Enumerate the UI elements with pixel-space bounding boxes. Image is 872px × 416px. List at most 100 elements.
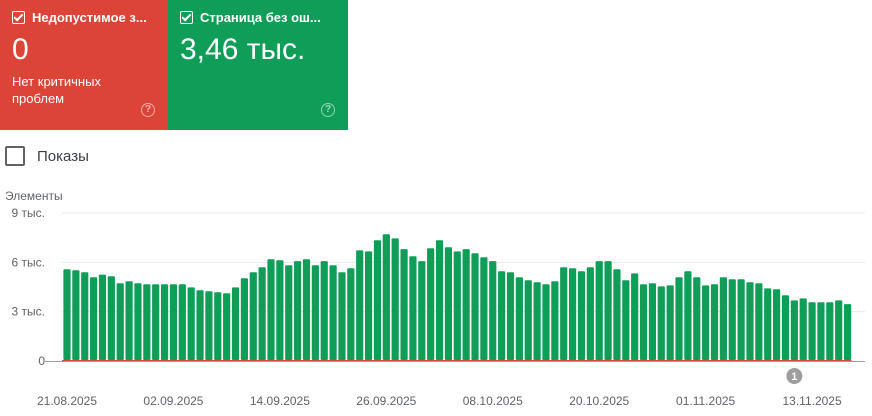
- bar: [347, 268, 355, 360]
- bar: [551, 281, 559, 360]
- card-label: Страница без ош...: [200, 10, 321, 25]
- bar: [231, 287, 240, 360]
- bar: [728, 279, 736, 360]
- bar: [435, 240, 444, 360]
- valid-items-card[interactable]: Страница без ош... 3,46 тыс. ?: [168, 0, 348, 130]
- bar: [187, 287, 195, 360]
- checkbox-checked-icon[interactable]: [12, 11, 25, 24]
- card-label: Недопустимое з...: [32, 10, 147, 25]
- bar: [657, 286, 665, 360]
- impressions-toggle[interactable]: Показы: [5, 146, 89, 166]
- bar: [267, 259, 275, 360]
- bar: [542, 284, 550, 360]
- bar: [196, 290, 204, 360]
- bar: [391, 238, 399, 360]
- card-subtitle: Нет критичных проблем: [12, 74, 101, 106]
- bar: [90, 277, 98, 360]
- bar: [152, 284, 160, 360]
- x-tick-label: 13.11.2025: [782, 394, 841, 408]
- impressions-label: Показы: [37, 147, 89, 165]
- annotation-marker: [786, 368, 803, 384]
- x-tick-label: 21.08.2025: [37, 394, 97, 408]
- bar: [356, 250, 364, 360]
- bar: [710, 284, 719, 360]
- bar: [382, 234, 390, 360]
- bar: [400, 249, 408, 360]
- bar-chart: 0 3 тыс. 6 тыс. 9 тыс. 21.08.2025 02.09.2025 1…: [12, 206, 865, 408]
- bar: [125, 281, 133, 360]
- bar: [338, 272, 346, 360]
- x-tick-label: 08.10.2025: [463, 394, 523, 408]
- bar: [258, 267, 266, 360]
- bar: [427, 248, 435, 360]
- checkbox-unchecked-icon[interactable]: [5, 146, 25, 166]
- bar: [693, 277, 701, 360]
- bar: [72, 270, 80, 360]
- bar: [666, 285, 674, 360]
- bar: [835, 300, 843, 360]
- bar: [63, 269, 71, 360]
- x-tick-label: 01.11.2025: [676, 394, 735, 408]
- bar: [418, 261, 426, 360]
- bar: [143, 284, 151, 360]
- bar: [799, 298, 807, 360]
- bar: [98, 274, 107, 360]
- bar: [116, 283, 124, 360]
- bar: [781, 295, 790, 360]
- bar: [808, 302, 816, 360]
- bar: [515, 277, 523, 360]
- bar: [595, 261, 603, 360]
- help-icon[interactable]: ?: [141, 103, 155, 117]
- bar: [604, 261, 612, 360]
- bar: [506, 272, 515, 360]
- bar: [329, 265, 337, 360]
- checkbox-checked-icon[interactable]: [180, 11, 193, 24]
- y-tick-label: 9 тыс.: [12, 206, 45, 220]
- x-tick-label: 20.10.2025: [569, 394, 629, 408]
- annotation-label: 1: [791, 371, 797, 383]
- y-tick-label: 6 тыс.: [12, 255, 45, 269]
- bar: [737, 279, 745, 360]
- bar: [276, 260, 284, 360]
- y-axis-label: Элементы: [5, 189, 63, 203]
- bar: [134, 283, 142, 360]
- bar: [285, 265, 293, 360]
- bar: [240, 278, 248, 360]
- bar: [223, 293, 231, 360]
- bar: [178, 284, 186, 360]
- invalid-items-card[interactable]: Недопустимое з... 0 Нет критичных пробле…: [0, 0, 168, 130]
- bar: [471, 253, 479, 360]
- bar: [214, 292, 222, 360]
- bar: [719, 277, 727, 360]
- bar: [364, 251, 373, 360]
- bar: [107, 276, 115, 360]
- bar: [790, 300, 798, 360]
- bar: [453, 251, 461, 360]
- bar: [639, 284, 648, 360]
- bar: [489, 261, 497, 360]
- bar: [533, 282, 541, 360]
- x-tick-label: 26.09.2025: [356, 394, 416, 408]
- bar: [817, 302, 825, 360]
- x-tick-label: 02.09.2025: [143, 394, 203, 408]
- card-value: 0: [12, 33, 29, 66]
- bar: [480, 257, 488, 360]
- bar: [249, 272, 257, 360]
- bar: [631, 273, 639, 360]
- card-value: 3,46 тыс.: [180, 33, 306, 66]
- y-tick-label: 3 тыс.: [12, 305, 45, 319]
- bar: [81, 272, 89, 360]
- bar: [568, 268, 577, 360]
- bar: [586, 267, 594, 360]
- bar: [613, 269, 621, 360]
- x-tick-label: 14.09.2025: [250, 394, 310, 408]
- help-icon[interactable]: ?: [321, 103, 335, 117]
- bar: [498, 271, 506, 360]
- bar: [746, 282, 754, 360]
- bar: [560, 267, 568, 360]
- bar: [764, 288, 772, 360]
- bar: [826, 302, 834, 360]
- bar: [409, 256, 417, 360]
- bar: [843, 304, 852, 360]
- bar: [675, 277, 683, 360]
